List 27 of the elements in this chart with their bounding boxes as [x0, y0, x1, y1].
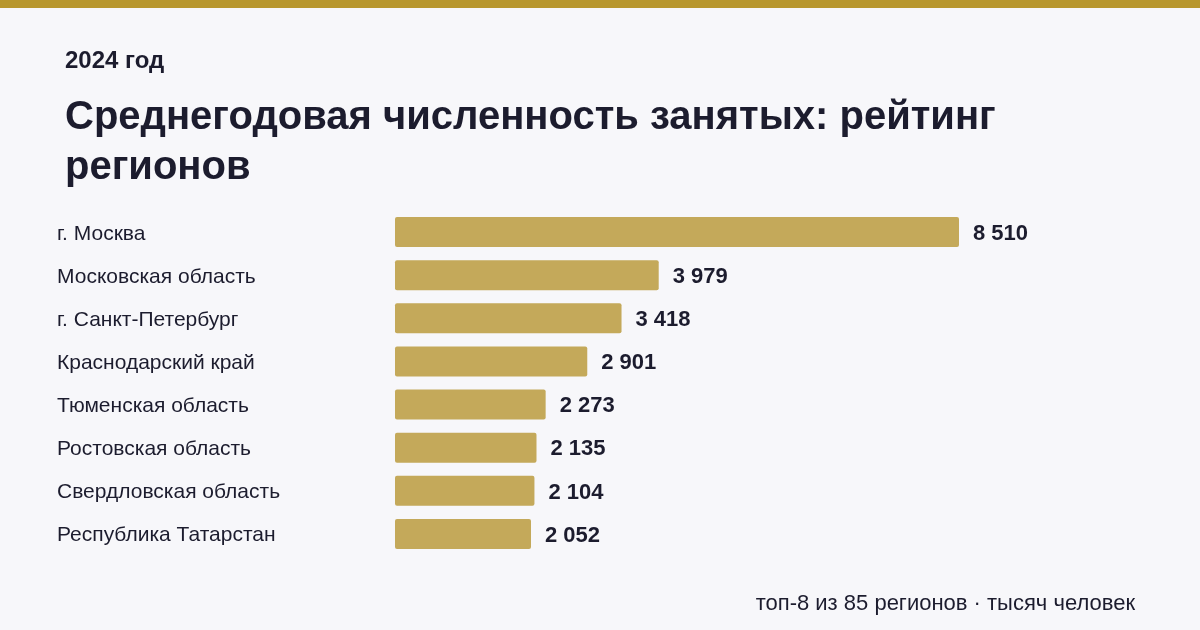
data-label: 8 510 — [973, 219, 1029, 245]
data-label: 2 901 — [601, 349, 657, 375]
chart-title: Среднегодовая численность занятых: рейтинг регионов — [65, 92, 997, 189]
data-label: 2 104 — [548, 478, 605, 504]
data-label: 2 052 — [545, 521, 601, 547]
data-label: 3 979 — [672, 262, 728, 288]
text: 2024 год — [65, 46, 165, 74]
y-tick-label: Тюменская область — [57, 393, 249, 417]
y-tick-label: Республика Татарстан — [57, 522, 276, 546]
y-tick-label: Ростовская область — [57, 436, 252, 460]
bar — [395, 518, 531, 549]
bar — [395, 475, 535, 506]
y-tick-label: г. Москва — [57, 220, 146, 244]
bar — [395, 260, 659, 291]
bar — [395, 217, 959, 247]
data-label: 2 273 — [559, 392, 615, 418]
bar — [395, 389, 546, 420]
y-tick-label: г. Санкт-Петербург — [57, 306, 239, 330]
bar — [395, 432, 537, 463]
y-tick-label: Краснодарский край — [57, 349, 255, 373]
bar — [395, 303, 622, 334]
data-label: 2 135 — [550, 435, 606, 461]
y-tick-label: Московская область — [57, 263, 256, 287]
y-tick-label: Свердловская область — [57, 479, 281, 503]
text: топ-8 из 85 регионов · тысяч человек — [755, 590, 1135, 616]
bar — [395, 346, 588, 377]
data-label: 3 418 — [635, 306, 691, 332]
